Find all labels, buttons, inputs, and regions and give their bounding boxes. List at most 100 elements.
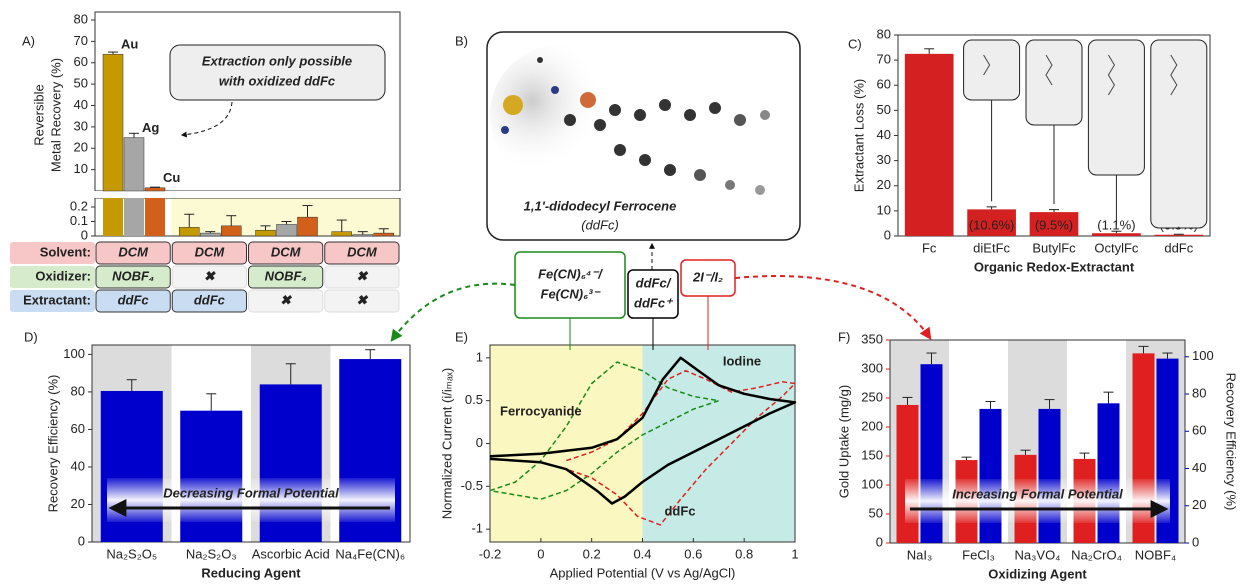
x-tick-label: NaI₃ bbox=[907, 547, 933, 562]
condition-cell bbox=[324, 241, 400, 265]
row-label-box bbox=[10, 290, 95, 312]
bar bbox=[144, 187, 166, 192]
x-tick-label: -0.2 bbox=[479, 546, 501, 561]
bar bbox=[200, 232, 221, 237]
redox-couple: Fe(CN)₆³⁻ bbox=[541, 286, 602, 301]
bar bbox=[331, 231, 352, 237]
y-tick-label: 250 bbox=[861, 389, 883, 404]
y-tick-label: 40 bbox=[71, 458, 85, 473]
bar bbox=[967, 209, 1016, 236]
bar bbox=[1092, 233, 1141, 236]
y-tick-label: 40 bbox=[74, 97, 88, 112]
redox-couple: ddFc⁺ bbox=[634, 295, 674, 310]
y-tick-label: 0.1 bbox=[70, 213, 88, 228]
bar bbox=[221, 225, 242, 237]
y-tick-label: 80 bbox=[877, 26, 891, 41]
structure-chain bbox=[1045, 54, 1053, 86]
connector-arrow bbox=[390, 282, 516, 342]
condition-cell-text: DCM bbox=[347, 244, 378, 259]
annotation: Extraction only possible bbox=[202, 53, 352, 68]
series-label: Ferrocyanide bbox=[500, 403, 582, 418]
y-tick-label: 30 bbox=[877, 152, 891, 167]
bar bbox=[102, 53, 124, 192]
y-tick-label: 0 bbox=[1192, 534, 1199, 549]
y-tick-label: 0 bbox=[81, 227, 88, 242]
x-tick-label: Na₄Fe(CN)₆ bbox=[335, 546, 405, 561]
condition-cell bbox=[95, 265, 171, 289]
condition-cell-text: DCM bbox=[118, 244, 149, 259]
x-tick-label: ddFc bbox=[1164, 240, 1193, 255]
plot-frame bbox=[889, 339, 1186, 544]
shaded-region bbox=[642, 345, 795, 542]
plot-frame bbox=[91, 344, 411, 543]
condition-cell-text: ✖ bbox=[204, 268, 216, 283]
condition-cell-text: NOBF₄ bbox=[265, 268, 307, 283]
x-tick-label: Na₃VO₄ bbox=[1014, 547, 1060, 562]
bar bbox=[255, 229, 276, 237]
bar-lower-part bbox=[103, 198, 123, 236]
annotation-arrow bbox=[180, 101, 233, 138]
y-tick-label: 0.2 bbox=[70, 198, 88, 213]
bar bbox=[179, 227, 200, 237]
y-tick-label: 20 bbox=[74, 140, 88, 155]
condition-cell bbox=[248, 265, 324, 289]
x-tick-label: Fc bbox=[922, 240, 937, 255]
y-tick-label: 80 bbox=[1192, 385, 1206, 400]
bar bbox=[1029, 212, 1079, 236]
y-axis-title: Recovery Efficiency (%) bbox=[45, 375, 60, 513]
y-tick-label: 70 bbox=[877, 52, 891, 67]
condition-cell bbox=[95, 289, 171, 313]
series-label: Cu bbox=[163, 170, 180, 185]
y-tick-label: 60 bbox=[877, 77, 891, 92]
y-tick-label: 0.5 bbox=[465, 392, 483, 407]
row-label: Solvent: bbox=[40, 244, 91, 259]
condition-cell-text: ddFc bbox=[118, 292, 150, 307]
structure-box bbox=[963, 39, 1021, 101]
condition-cell bbox=[324, 289, 400, 313]
row-label-box bbox=[10, 266, 95, 288]
y-tick-label: 50 bbox=[877, 102, 891, 117]
y-tick-label: 50 bbox=[74, 76, 88, 91]
annotation: with oxidized ddFc bbox=[219, 73, 336, 88]
condition-cell-text: ✖ bbox=[280, 292, 292, 307]
panel-label: F) bbox=[838, 329, 850, 344]
x-axis-title: Organic Redox-Extractant bbox=[974, 259, 1135, 274]
series-label: ddFc bbox=[664, 503, 695, 518]
condition-cell bbox=[248, 289, 324, 313]
value-label: (10.6%) bbox=[969, 217, 1015, 232]
x-tick-label: 0.2 bbox=[583, 546, 601, 561]
y-tick-label: 60 bbox=[1192, 423, 1206, 438]
value-label: (9.5%) bbox=[1035, 217, 1073, 232]
condition-cell-text: ✖ bbox=[356, 268, 368, 283]
condition-cell bbox=[248, 241, 324, 265]
y-tick-label: 350 bbox=[861, 331, 883, 346]
y-tick-label: 100 bbox=[63, 346, 85, 361]
x-tick-label: Na₂S₂O₃ bbox=[186, 546, 237, 561]
molecule-haze bbox=[490, 45, 630, 185]
y-tick-label: -1 bbox=[471, 521, 483, 536]
y-tick-label: 80 bbox=[71, 383, 85, 398]
y-tick-label: 100 bbox=[861, 476, 883, 491]
x-axis-title: Reducing Agent bbox=[201, 565, 301, 580]
trend-band bbox=[905, 479, 1170, 523]
condition-cell-text: ✖ bbox=[356, 292, 368, 307]
condition-cell bbox=[171, 241, 247, 265]
condition-cell bbox=[171, 289, 247, 313]
structure-box bbox=[1087, 39, 1145, 176]
connector-arrow bbox=[734, 275, 932, 340]
trend-label: Decreasing Formal Potential bbox=[163, 485, 339, 500]
x-tick-label: 0 bbox=[537, 546, 544, 561]
structure-box bbox=[1150, 39, 1208, 229]
trend-band bbox=[107, 478, 395, 522]
redox-couple: Fe(CN)₆⁴⁻/ bbox=[538, 266, 603, 281]
condition-cell-text: DCM bbox=[195, 244, 226, 259]
molecule-abbrev: (ddFc) bbox=[581, 217, 619, 232]
y-tick-label: 40 bbox=[877, 127, 891, 142]
bar-lower-part bbox=[145, 198, 165, 236]
y-axis-title: Normalized Current (i/iₘₐₓ) bbox=[439, 368, 454, 520]
y-tick-label: 30 bbox=[74, 118, 88, 133]
cv-curve bbox=[489, 356, 797, 505]
bar bbox=[123, 137, 145, 192]
structure-chain bbox=[1107, 54, 1115, 96]
